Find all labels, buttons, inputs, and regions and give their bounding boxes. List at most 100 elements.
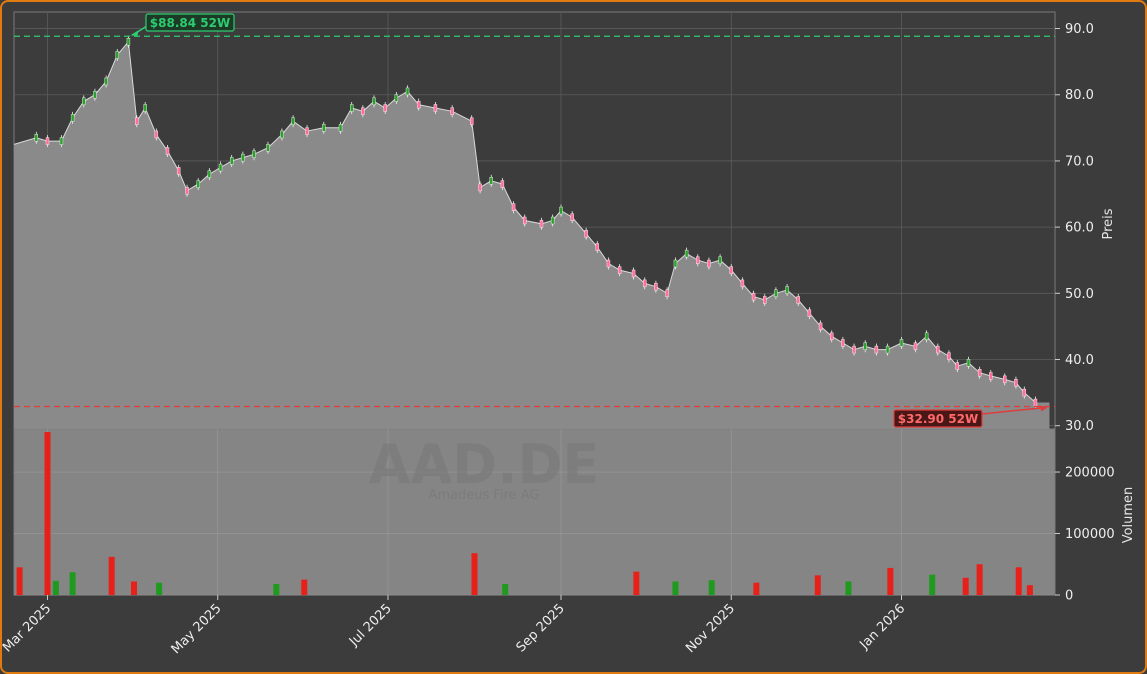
candle bbox=[252, 150, 256, 159]
candle bbox=[126, 38, 131, 46]
low-52w-label: $32.90 52W bbox=[898, 412, 978, 426]
candle bbox=[489, 177, 493, 185]
candle bbox=[185, 187, 189, 195]
price-tick-label: 60.0 bbox=[1065, 221, 1094, 236]
candle bbox=[135, 117, 139, 125]
volume-bar bbox=[52, 580, 59, 595]
candle bbox=[1022, 388, 1027, 397]
candle bbox=[696, 256, 700, 264]
company-watermark: Amadeus Fire AG bbox=[429, 488, 540, 503]
candle bbox=[673, 259, 678, 268]
candle bbox=[550, 216, 555, 225]
low-52w-box bbox=[893, 409, 983, 428]
volume-bar bbox=[69, 572, 76, 595]
candle bbox=[818, 322, 823, 331]
candle bbox=[885, 345, 890, 354]
candle bbox=[207, 170, 212, 178]
volume-bar bbox=[845, 581, 852, 595]
candle bbox=[59, 137, 64, 145]
candle bbox=[740, 279, 745, 288]
candle bbox=[606, 259, 611, 268]
candle bbox=[338, 124, 343, 132]
candle bbox=[684, 249, 689, 258]
candle bbox=[82, 97, 86, 106]
candle bbox=[643, 279, 647, 288]
candle bbox=[104, 77, 108, 86]
candle bbox=[785, 286, 789, 294]
candle bbox=[936, 345, 940, 354]
low-52w-arrow bbox=[981, 406, 1046, 415]
candle bbox=[291, 117, 295, 125]
volume-bar bbox=[131, 581, 138, 595]
candle bbox=[523, 216, 527, 225]
volume-bar bbox=[1015, 567, 1022, 595]
volume-bar bbox=[976, 564, 983, 595]
volume-tick-label: 200000 bbox=[1065, 466, 1115, 481]
volume-bar bbox=[502, 583, 509, 595]
candle bbox=[361, 107, 365, 115]
candle bbox=[559, 206, 563, 215]
candle bbox=[631, 269, 636, 278]
candle bbox=[913, 342, 918, 350]
volume-bar bbox=[887, 567, 894, 595]
price-tick-label: 40.0 bbox=[1065, 353, 1094, 368]
high-52w-arrowhead bbox=[130, 30, 139, 37]
candle bbox=[115, 51, 119, 59]
price-axis-label: Preis bbox=[1101, 208, 1116, 239]
candle bbox=[989, 372, 993, 380]
volume-bar bbox=[16, 567, 23, 595]
candle bbox=[841, 339, 845, 347]
volume-bar bbox=[814, 575, 821, 595]
candle bbox=[707, 259, 711, 268]
candle bbox=[584, 230, 588, 238]
candle bbox=[830, 332, 834, 341]
candle bbox=[394, 94, 399, 102]
volume-tick-label: 100000 bbox=[1065, 527, 1115, 542]
candle bbox=[774, 289, 778, 298]
candle bbox=[405, 87, 410, 96]
volume-bar bbox=[708, 580, 715, 595]
candle bbox=[450, 107, 454, 115]
candle bbox=[196, 180, 200, 188]
volume-bar bbox=[753, 582, 760, 595]
candle bbox=[218, 163, 223, 172]
candle bbox=[500, 180, 505, 188]
candle bbox=[570, 213, 574, 221]
candle bbox=[383, 104, 387, 112]
candle bbox=[539, 220, 544, 228]
candle bbox=[70, 114, 75, 122]
candle bbox=[229, 157, 234, 165]
volume-bar bbox=[301, 579, 308, 595]
low-52w-arrowhead bbox=[1039, 405, 1048, 412]
candle bbox=[470, 117, 474, 125]
candle bbox=[807, 309, 812, 317]
candle bbox=[305, 127, 309, 135]
candle bbox=[176, 167, 181, 175]
candle bbox=[266, 143, 270, 152]
candle bbox=[955, 362, 960, 370]
candle bbox=[93, 91, 97, 99]
candle bbox=[729, 266, 733, 274]
candle bbox=[617, 266, 622, 274]
x-tick-label: Jul 2025 bbox=[346, 601, 395, 650]
candle bbox=[796, 296, 800, 304]
candle bbox=[416, 100, 421, 109]
price-tick-label: 90.0 bbox=[1065, 22, 1094, 37]
price-line bbox=[13, 40, 1036, 403]
price-area bbox=[14, 41, 1050, 430]
candle bbox=[852, 345, 856, 354]
candle bbox=[45, 137, 50, 145]
candle bbox=[595, 243, 599, 251]
candle bbox=[899, 339, 904, 347]
volume-bar bbox=[633, 571, 640, 595]
volume-bar bbox=[44, 432, 51, 595]
candle bbox=[433, 104, 438, 112]
candle bbox=[947, 352, 951, 360]
candle bbox=[280, 130, 284, 139]
volume-bar bbox=[929, 574, 936, 595]
candle bbox=[322, 124, 326, 132]
candle bbox=[924, 332, 929, 341]
high-52w-box bbox=[145, 13, 235, 32]
